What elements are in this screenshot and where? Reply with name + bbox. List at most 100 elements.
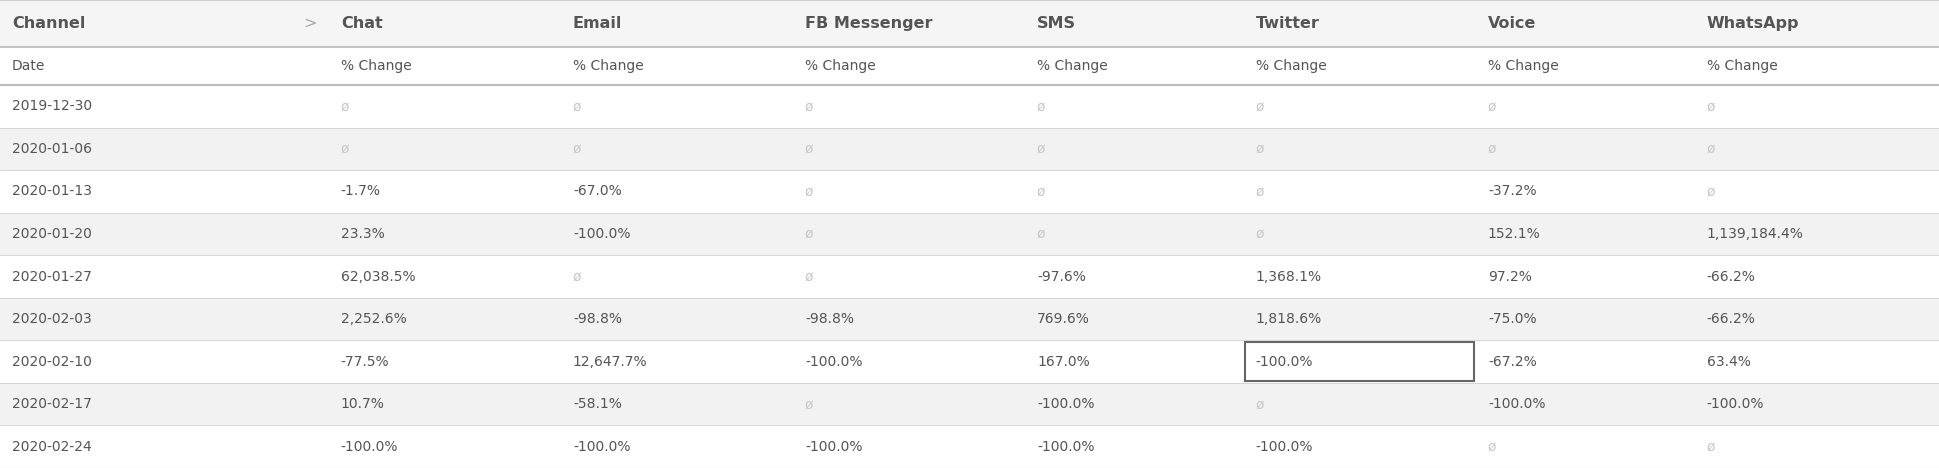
Text: % Change: % Change (572, 59, 644, 73)
Bar (1024, 0, 1243, 47)
Text: ø: ø (1255, 397, 1264, 411)
Text: ø: ø (1255, 227, 1264, 241)
Bar (1476, 383, 1695, 425)
Bar (1024, 213, 1243, 255)
Text: 167.0%: 167.0% (1037, 355, 1090, 369)
Bar (330, 340, 560, 383)
Text: ø: ø (1037, 227, 1045, 241)
Bar (0, 425, 291, 468)
Text: ø: ø (805, 99, 812, 113)
Text: 2020-01-20: 2020-01-20 (12, 227, 91, 241)
Text: 1,139,184.4%: 1,139,184.4% (1706, 227, 1803, 241)
Bar (330, 128, 560, 170)
Bar (330, 213, 560, 255)
Bar (1024, 47, 1243, 85)
Text: ø: ø (805, 397, 812, 411)
Bar (1476, 85, 1695, 128)
Text: Channel: Channel (12, 16, 85, 31)
Bar (1476, 425, 1695, 468)
Bar (560, 85, 793, 128)
Bar (1243, 298, 1476, 340)
Bar (560, 255, 793, 298)
Text: -100.0%: -100.0% (1706, 397, 1763, 411)
Text: 62,038.5%: 62,038.5% (341, 270, 415, 284)
Text: ø: ø (572, 99, 582, 113)
Bar (1695, 0, 1939, 47)
Bar (1476, 47, 1695, 85)
Text: ø: ø (1706, 142, 1714, 156)
Bar (330, 383, 560, 425)
Bar (0, 170, 291, 213)
Bar (1243, 425, 1476, 468)
Text: ø: ø (1255, 99, 1264, 113)
Text: ø: ø (1255, 142, 1264, 156)
Text: ø: ø (1037, 142, 1045, 156)
Text: -75.0%: -75.0% (1487, 312, 1536, 326)
Bar (1243, 85, 1476, 128)
Text: ø: ø (572, 270, 582, 284)
Bar (1695, 298, 1939, 340)
Bar (1243, 383, 1476, 425)
Bar (560, 128, 793, 170)
Bar (1695, 425, 1939, 468)
Bar (0, 383, 291, 425)
Text: 2020-02-17: 2020-02-17 (12, 397, 91, 411)
Bar (1024, 298, 1243, 340)
Bar (560, 383, 793, 425)
Text: >: > (304, 16, 318, 31)
Text: -100.0%: -100.0% (1037, 397, 1094, 411)
Bar (1695, 213, 1939, 255)
Bar (0, 213, 291, 255)
Text: 2020-02-03: 2020-02-03 (12, 312, 91, 326)
Bar (1476, 255, 1695, 298)
Bar (1695, 340, 1939, 383)
Bar (560, 340, 793, 383)
Bar (291, 128, 330, 170)
Text: % Change: % Change (1487, 59, 1557, 73)
Bar (560, 298, 793, 340)
Bar (560, 170, 793, 213)
Bar (793, 425, 1024, 468)
Text: Date: Date (12, 59, 45, 73)
Bar (0, 0, 291, 47)
Bar (793, 383, 1024, 425)
Text: ø: ø (341, 99, 349, 113)
Text: 10.7%: 10.7% (341, 397, 384, 411)
Text: -97.6%: -97.6% (1037, 270, 1086, 284)
Text: -1.7%: -1.7% (341, 184, 380, 198)
Bar (1243, 170, 1476, 213)
Text: 23.3%: 23.3% (341, 227, 384, 241)
Text: -98.8%: -98.8% (805, 312, 853, 326)
Text: ø: ø (1706, 99, 1714, 113)
Text: -58.1%: -58.1% (572, 397, 622, 411)
Text: -100.0%: -100.0% (1255, 355, 1313, 369)
Text: WhatsApp: WhatsApp (1706, 16, 1797, 31)
Bar (793, 340, 1024, 383)
Text: ø: ø (1037, 99, 1045, 113)
Text: % Change: % Change (341, 59, 411, 73)
Text: -67.2%: -67.2% (1487, 355, 1536, 369)
Text: 2020-01-06: 2020-01-06 (12, 142, 91, 156)
Text: % Change: % Change (1706, 59, 1776, 73)
Bar (1695, 128, 1939, 170)
Bar (793, 0, 1024, 47)
Text: -100.0%: -100.0% (805, 355, 863, 369)
Bar (0, 128, 291, 170)
Text: % Change: % Change (805, 59, 874, 73)
Text: 2020-01-27: 2020-01-27 (12, 270, 91, 284)
Bar (1243, 0, 1476, 47)
Bar (330, 170, 560, 213)
Text: 2,252.6%: 2,252.6% (341, 312, 407, 326)
Bar (1476, 128, 1695, 170)
Bar (0, 47, 291, 85)
Bar (560, 47, 793, 85)
Bar (1695, 255, 1939, 298)
Bar (0, 298, 291, 340)
Text: -77.5%: -77.5% (341, 355, 390, 369)
Bar (291, 383, 330, 425)
Text: -98.8%: -98.8% (572, 312, 622, 326)
Text: -100.0%: -100.0% (1487, 397, 1545, 411)
Bar (1243, 128, 1476, 170)
Bar (1695, 170, 1939, 213)
Text: ø: ø (1487, 99, 1495, 113)
